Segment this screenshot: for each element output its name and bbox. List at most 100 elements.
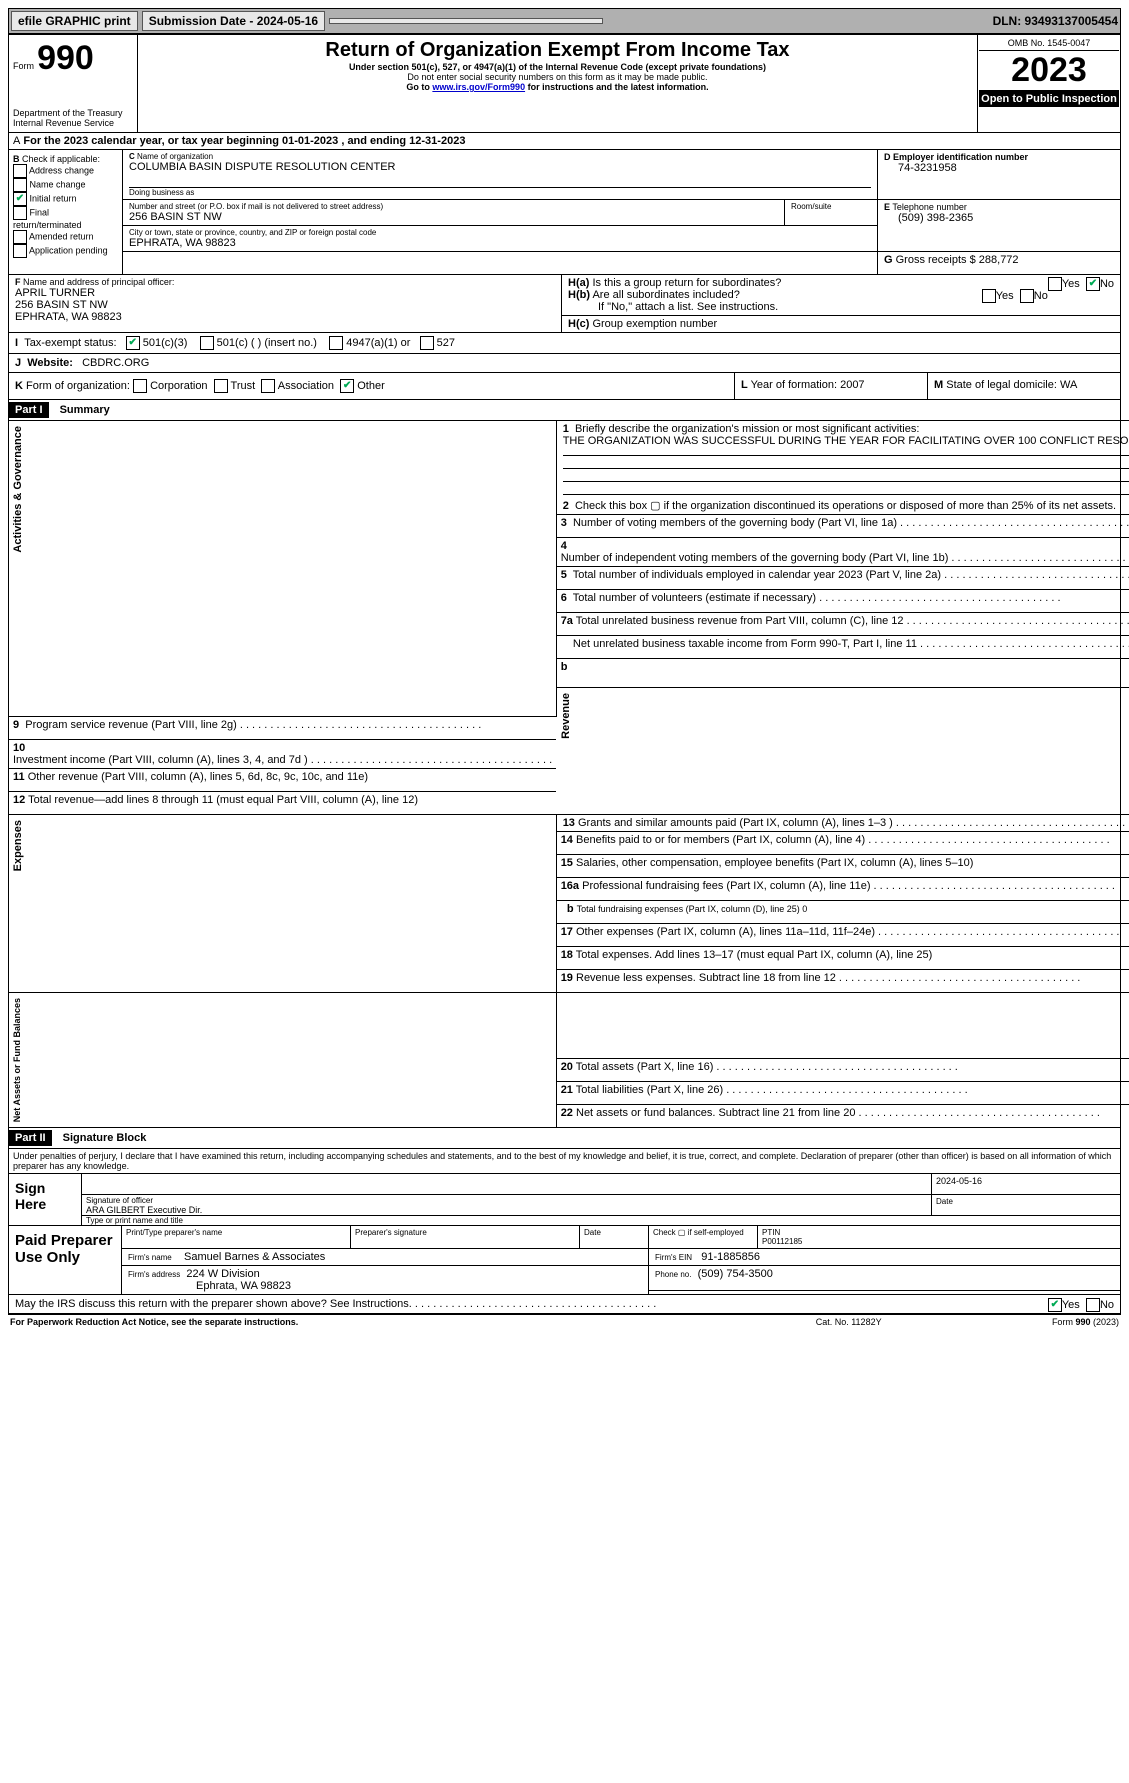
sec-b-label: Check if applicable: — [22, 154, 100, 164]
l7a-label: Total unrelated business revenue from Pa… — [576, 615, 1129, 627]
chk-address-change[interactable] — [13, 164, 27, 178]
l21-label: Total liabilities (Part X, line 26) — [576, 1084, 968, 1096]
sec-a-prefix: A — [13, 135, 20, 147]
l14-label: Benefits paid to or for members (Part IX… — [576, 834, 1110, 846]
opt-501c3: 501(c)(3) — [143, 337, 188, 349]
firm-addr2: Ephrata, WA 98823 — [128, 1280, 291, 1292]
chk-527[interactable] — [420, 336, 434, 350]
l10-label: Investment income (Part VIII, column (A)… — [13, 754, 552, 766]
gross-receipts: 288,772 — [979, 254, 1019, 266]
firm-name-label: Firm's name — [128, 1253, 172, 1262]
l6-label: Total number of volunteers (estimate if … — [573, 592, 1061, 604]
group-net: Net Assets or Fund Balances — [10, 994, 24, 1126]
chk-501c[interactable] — [200, 336, 214, 350]
l19-label: Revenue less expenses. Subtract line 18 … — [576, 972, 1080, 984]
paperwork-notice: For Paperwork Reduction Act Notice, see … — [8, 1315, 759, 1330]
city-label: City or town, state or province, country… — [129, 228, 871, 237]
chk-ha-yes[interactable] — [1048, 277, 1062, 291]
opt-address-change: Address change — [29, 165, 94, 175]
chk-hb-no[interactable] — [1020, 289, 1034, 303]
sec-a-text: For the 2023 calendar year, or tax year … — [23, 135, 465, 147]
ein: 74-3231958 — [884, 162, 1114, 174]
opt-name-change: Name change — [30, 179, 86, 189]
efile-bar: efile GRAPHIC print Submission Date - 20… — [8, 8, 1121, 34]
efile-print-button[interactable]: efile GRAPHIC print — [11, 11, 138, 31]
l5-label: Total number of individuals employed in … — [573, 569, 1129, 581]
telephone: (509) 398-2365 — [884, 212, 1114, 224]
perjury-text: Under penalties of perjury, I declare th… — [9, 1148, 1120, 1173]
l15-label: Salaries, other compensation, employee b… — [576, 857, 973, 869]
chk-assoc[interactable] — [261, 379, 275, 393]
date-label: Date — [932, 1195, 1121, 1216]
year-formation: 2007 — [840, 379, 864, 391]
chk-discuss-yes[interactable] — [1048, 1298, 1062, 1312]
opt-app-pending: Application pending — [29, 245, 108, 255]
chk-ha-no[interactable] — [1086, 277, 1100, 291]
chk-discuss-no[interactable] — [1086, 1298, 1100, 1312]
part-ii-band: Part II — [9, 1130, 52, 1146]
tax-year: 2023 — [979, 51, 1119, 91]
group-expenses: Expenses — [10, 816, 26, 875]
part-i-band: Part I — [9, 402, 49, 418]
sign-here: Sign Here — [9, 1174, 82, 1226]
goto-line: Go to www.irs.gov/Form990 for instructio… — [146, 82, 969, 92]
chk-501c3[interactable] — [126, 336, 140, 350]
dba-label: Doing business as — [129, 187, 871, 197]
opt-amended-return: Amended return — [29, 231, 94, 241]
spacer-btn — [329, 18, 603, 24]
footer-form: 990 — [1075, 1317, 1090, 1327]
chk-application-pending[interactable] — [13, 244, 27, 258]
k-l-m-block: K Form of organization: Corporation Trus… — [8, 373, 1121, 400]
l13-label: Grants and similar amounts paid (Part IX… — [578, 817, 1129, 829]
form-header: Form 990 Department of the Treasury Inte… — [8, 34, 1121, 133]
chk-initial-return[interactable] — [13, 192, 27, 206]
chk-hb-yes[interactable] — [982, 289, 996, 303]
i-j-block: I Tax-exempt status: 501(c)(3) 501(c) ( … — [8, 333, 1121, 373]
l20-label: Total assets (Part X, line 16) — [576, 1061, 958, 1073]
group-revenue: Revenue — [558, 689, 574, 743]
officer-signature: ARA GILBERT Executive Dir. — [86, 1205, 202, 1215]
chk-other[interactable] — [340, 379, 354, 393]
opt-corp: Corporation — [150, 380, 207, 392]
sec-j-label: Website: — [27, 357, 73, 369]
ssn-warning: Do not enter social security numbers on … — [146, 72, 969, 82]
l3-label: Number of voting members of the governin… — [573, 517, 1129, 529]
sec-hc-label: Group exemption number — [592, 318, 717, 330]
firm-ein: 91-1885856 — [701, 1251, 760, 1263]
l11-label: Other revenue (Part VIII, column (A), li… — [28, 771, 368, 783]
opt-4947: 4947(a)(1) or — [346, 337, 410, 349]
gross-receipts-label: Gross receipts $ — [896, 254, 976, 266]
public-inspection: Open to Public Inspection — [979, 91, 1119, 107]
opt-trust: Trust — [231, 380, 256, 392]
chk-4947[interactable] — [329, 336, 343, 350]
opt-initial-return: Initial return — [30, 193, 77, 203]
opt-other: Other — [357, 380, 385, 392]
dept-irs: Internal Revenue Service — [13, 118, 133, 128]
form-number: 990 — [37, 39, 94, 77]
discuss-no-label: No — [1100, 1299, 1114, 1311]
chk-amended-return[interactable] — [13, 230, 27, 244]
room-label: Room/suite — [785, 200, 878, 226]
firm-addr-label: Firm's address — [128, 1270, 180, 1279]
section-a-line: A For the 2023 calendar year, or tax yea… — [8, 133, 1121, 150]
irs-link[interactable]: www.irs.gov/Form990 — [432, 82, 525, 92]
lbl-no2: No — [1034, 290, 1048, 302]
discuss-yes-label: Yes — [1062, 1299, 1080, 1311]
chk-final-return[interactable] — [13, 206, 27, 220]
goto-pre: Go to — [406, 82, 432, 92]
sec-c-name-label: Name of organization — [137, 152, 213, 161]
firm-name: Samuel Barnes & Associates — [184, 1251, 325, 1263]
l9-label: Program service revenue (Part VIII, line… — [25, 719, 481, 731]
dln: DLN: 93493137005454 — [993, 14, 1118, 28]
sec-f-label: Name and address of principal officer: — [23, 277, 174, 287]
chk-name-change[interactable] — [13, 178, 27, 192]
l18-label: Total expenses. Add lines 13–17 (must eq… — [576, 949, 932, 961]
group-activities: Activities & Governance — [10, 422, 26, 557]
l12-label: Total revenue—add lines 8 through 11 (mu… — [28, 794, 418, 806]
chk-corp[interactable] — [133, 379, 147, 393]
sec-d-label: Employer identification number — [893, 152, 1028, 162]
l17-label: Other expenses (Part IX, column (A), lin… — [576, 926, 1120, 938]
cat-no: Cat. No. 11282Y — [759, 1315, 939, 1330]
chk-trust[interactable] — [214, 379, 228, 393]
paid-preparer-table: Paid Preparer Use Only Print/Type prepar… — [9, 1225, 1120, 1294]
